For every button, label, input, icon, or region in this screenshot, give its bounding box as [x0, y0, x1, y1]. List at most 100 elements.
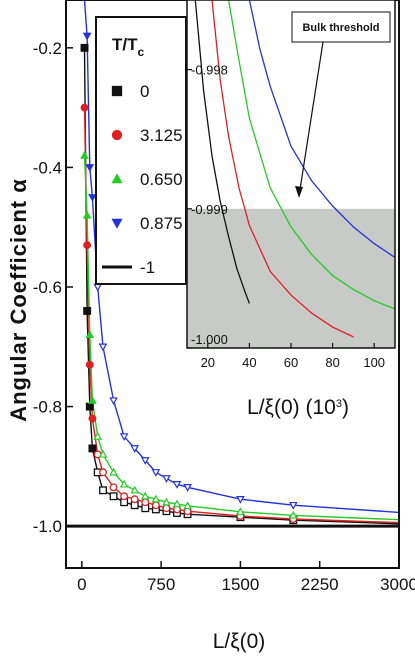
- inset-curve-series-3: [248, 0, 396, 259]
- inset-x-ticks: 20 40 60 80 100: [201, 343, 385, 370]
- data-point-series-1: [85, 360, 94, 369]
- inset-x-tick-label: 100: [363, 355, 385, 370]
- x-tick-label: 1500: [222, 575, 260, 594]
- data-point-series-0: [99, 486, 107, 495]
- data-point-series-1: [99, 468, 107, 477]
- inset-curve-series-1: [211, 0, 354, 338]
- data-point-series-1: [120, 492, 129, 501]
- inset-y-tick-label: -0.999: [191, 202, 228, 217]
- data-point-series-1: [162, 504, 171, 513]
- data-point-series-1: [130, 495, 139, 504]
- data-point-series-2: [288, 510, 298, 519]
- x-tick-label: 750: [147, 575, 175, 594]
- data-point-series-2: [85, 330, 95, 339]
- data-point-series-3: [236, 496, 245, 504]
- y-tick-label: -0.8: [33, 398, 62, 417]
- legend-label-series-2: 0.650: [140, 170, 183, 189]
- data-point-series-1: [80, 103, 89, 112]
- data-point-series-1: [83, 241, 92, 250]
- data-point-series-1: [151, 501, 160, 510]
- data-point-series-2: [93, 431, 103, 440]
- data-point-series-2: [130, 485, 140, 494]
- data-point-series-3: [183, 484, 192, 492]
- data-point-series-3: [288, 501, 298, 510]
- data-point-series-2: [98, 449, 108, 458]
- inset-y-tick-label: -1.000: [191, 332, 228, 347]
- annotation-box: [291, 11, 391, 43]
- data-point-series-0: [80, 43, 89, 52]
- main-x-ticks: 0 750 1500 2250 3000: [77, 561, 415, 594]
- legend-swatch-series-1: [111, 129, 123, 141]
- data-point-series-2: [162, 497, 171, 506]
- inset-y-tick-label: -0.998: [191, 63, 228, 78]
- legend-swatch-series-0: [111, 85, 123, 97]
- x-tick-label: 2250: [301, 575, 339, 594]
- data-point-series-2: [172, 499, 182, 508]
- data-point-series-0: [83, 306, 92, 315]
- data-point-series-1: [109, 483, 118, 492]
- inset-x-tick-label: 20: [201, 355, 215, 370]
- inset-x-axis-title: L/ξ(0) (103): [247, 396, 349, 419]
- legend: T/Tc 0 3.125 0.650 0.875 -1: [95, 16, 187, 285]
- legend-label-series-1: 3.125: [140, 126, 183, 145]
- y-tick-label: -0.2: [33, 39, 62, 58]
- data-point-series-3: [151, 469, 161, 477]
- data-point-series-3: [82, 32, 92, 41]
- data-point-series-3: [85, 164, 95, 172]
- legend-swatch-series-2: [111, 173, 123, 184]
- inset-y-ticks: -1.000 -0.999 -0.998: [187, 63, 228, 349]
- main-x-axis-title: L/ξ(0): [213, 630, 266, 653]
- x-tick-label: 0: [77, 575, 86, 594]
- inset-curves: [194, 0, 396, 338]
- data-point-series-2: [82, 210, 92, 219]
- legend-label-series-4: -1: [140, 258, 155, 277]
- data-point-series-3: [130, 445, 140, 453]
- inset-x-axis-title-end: ): [342, 396, 349, 419]
- inset-plot: 20 40 60 80 100 -1.000 -0.999 -0.998 Bulk thre…: [186, 0, 396, 419]
- data-point-series-2: [183, 501, 192, 510]
- inset-x-tick-label: 80: [325, 355, 339, 370]
- y-tick-label: -1.0: [33, 517, 62, 536]
- inset-x-axis-title-sup: 3: [336, 398, 342, 410]
- y-tick-label: -0.4: [33, 158, 62, 177]
- data-point-series-2: [119, 479, 129, 488]
- data-point-series-2: [80, 150, 89, 159]
- data-point-series-3: [140, 457, 150, 465]
- legend-label-series-0: 0: [140, 82, 149, 101]
- data-point-series-2: [109, 467, 118, 476]
- inset-x-axis-title-main: L/ξ(0) (10: [247, 396, 336, 419]
- data-point-series-2: [88, 396, 97, 404]
- data-point-series-2: [140, 491, 150, 500]
- inset-x-tick-label: 60: [284, 355, 298, 370]
- legend-box: [95, 16, 187, 285]
- main-y-axis-title: Angular Coefficient α: [6, 178, 31, 422]
- data-point-series-2: [236, 507, 245, 516]
- x-tick-label: 3000: [380, 575, 415, 594]
- inset-bulk-region: [187, 208, 395, 348]
- data-point-series-3: [93, 283, 103, 292]
- inset-x-tick-label: 40: [242, 355, 256, 370]
- bulk-threshold-annotation: Bulk threshold: [291, 11, 391, 198]
- inset-curve-series-0: [194, 0, 251, 304]
- data-point-series-3: [119, 433, 129, 441]
- main-plot-frame: [65, 0, 400, 569]
- main-y-ticks: -1.0 -0.8 -0.6 -0.4 -0.2: [33, 39, 73, 536]
- data-point-series-2: [151, 494, 161, 503]
- data-point-series-1: [88, 414, 97, 423]
- y-tick-label: -0.6: [33, 278, 62, 297]
- annotation-arrow-head: [295, 186, 303, 198]
- legend-entries: 0 3.125 0.650 0.875 -1: [102, 82, 183, 277]
- legend-title: T/Tc: [112, 35, 145, 59]
- legend-label-series-3: 0.875: [140, 214, 183, 233]
- data-point-series-3: [172, 481, 182, 489]
- legend-title-subscript: c: [138, 45, 145, 59]
- legend-swatch-series-3: [111, 218, 123, 229]
- annotation-arrow-line: [298, 41, 324, 197]
- data-point-series-0: [109, 492, 118, 501]
- inset-curve-series-2: [227, 0, 396, 310]
- data-point-series-0: [88, 444, 97, 453]
- legend-title-main: T/T: [112, 35, 138, 54]
- data-point-series-0: [85, 402, 94, 411]
- data-point-series-3: [109, 397, 118, 406]
